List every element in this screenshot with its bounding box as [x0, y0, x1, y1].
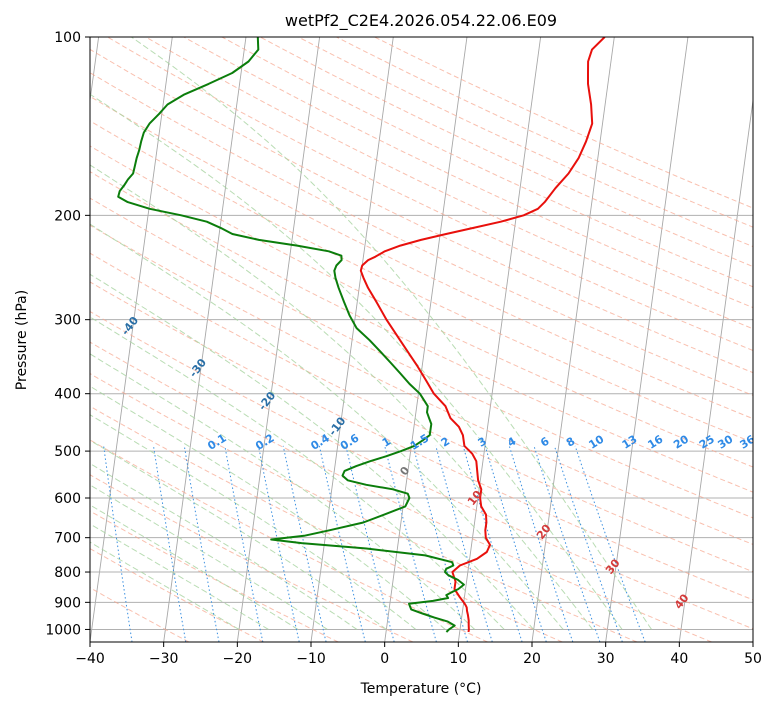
- isotherm-line: [678, 97, 753, 642]
- y-tick-label: 1000: [45, 622, 81, 638]
- isotherm-line: [457, 37, 542, 642]
- x-tick-label: 10: [449, 651, 467, 667]
- moist-adiabat-line: [90, 385, 446, 630]
- y-tick-label: 800: [54, 565, 81, 581]
- dry-adiabat-line: [90, 281, 753, 601]
- dry-adiabat-line: [90, 224, 753, 545]
- dry-adiabat-line: [90, 197, 753, 519]
- y-tick-label: 900: [54, 595, 81, 611]
- dry-adiabat-line: [90, 95, 753, 420]
- moist-adiabat-line: [90, 93, 623, 630]
- chart-title: wetPf2_C2E4.2026.054.22.06.E09: [285, 11, 557, 31]
- background-grid: [90, 37, 753, 642]
- x-tick-label: 0: [380, 651, 389, 667]
- mixing-ratio-line: [224, 445, 264, 642]
- moist-adiabat-line: [90, 484, 328, 630]
- dry-adiabat-line: [90, 310, 753, 630]
- dry-adiabat-line: [183, 37, 753, 309]
- y-tick-label: 600: [54, 491, 81, 507]
- isotherm-line: [163, 37, 247, 642]
- mixing-ratio-line: [462, 445, 523, 642]
- x-axis-label: Temperature (°C): [360, 681, 482, 697]
- temperature-line: [359, 37, 606, 633]
- mixing-ratio-line: [533, 445, 601, 642]
- y-tick-label: 300: [54, 313, 81, 329]
- dry-adiabat-line: [90, 405, 563, 642]
- dewpoint-line: [117, 37, 465, 633]
- dry-adiabat-line: [90, 72, 753, 396]
- mixing-ratio-line: [258, 445, 300, 642]
- x-tick-label: 50: [744, 651, 762, 667]
- x-tick-label: −10: [296, 651, 326, 667]
- isotherm-line: [90, 37, 173, 642]
- dry-adiabat-line: [90, 548, 264, 642]
- moist-adiabat-line: [90, 439, 387, 630]
- dry-adiabat-line: [107, 37, 753, 352]
- moist-adiabat-line: [90, 316, 505, 630]
- mixing-ratio-line: [103, 445, 133, 642]
- mixing-ratio-line: [508, 445, 574, 642]
- mixing-ratio-line: [412, 445, 468, 642]
- moist-adiabat-line: [90, 223, 564, 630]
- moist-adiabat-line: [90, 462, 358, 630]
- y-tick-label: 400: [54, 387, 81, 403]
- x-tick-label: −20: [223, 651, 253, 667]
- dry-adiabat-line: [145, 37, 753, 330]
- isotherm-line: [236, 37, 321, 642]
- isotherm-line: [605, 37, 689, 642]
- mixing-ratio-line: [183, 445, 220, 642]
- x-tick-label: −30: [149, 651, 179, 667]
- mixing-ratio-line: [553, 445, 623, 642]
- isotherm-line: [384, 37, 468, 642]
- dry-adiabat-line: [90, 439, 488, 642]
- mixing-ratio-line: [484, 445, 547, 642]
- plot-frame: [89, 36, 754, 643]
- moist-adiabat-line: [90, 523, 269, 630]
- mixing-ratio-line: [574, 445, 646, 642]
- mixing-ratio-line: [153, 445, 187, 642]
- x-tick-label: 30: [597, 651, 615, 667]
- y-tick-label: 200: [54, 208, 81, 224]
- moist-adiabat-line: [90, 541, 240, 630]
- mixing-ratio-label: 36: [738, 432, 758, 451]
- dry-adiabat-line: [90, 252, 753, 573]
- moist-adiabat-line: [90, 273, 535, 630]
- moist-adiabat-line: [90, 353, 476, 630]
- mixing-ratio-line: [282, 445, 327, 642]
- mixing-ratio-line: [435, 445, 493, 642]
- y-tick-label: 100: [54, 30, 81, 46]
- moist-adiabat-line: [90, 164, 593, 630]
- mixing-ratio-line: [318, 445, 366, 642]
- y-tick-label: 500: [54, 444, 81, 460]
- moist-adiabat-line: [131, 37, 652, 630]
- x-tick-label: 20: [523, 651, 541, 667]
- dry-adiabat-line: [90, 474, 414, 642]
- moist-adiabat-line: [90, 414, 417, 630]
- x-tick-label: 40: [670, 651, 688, 667]
- profile-lines: [117, 37, 606, 633]
- x-tick-label: −40: [75, 651, 105, 667]
- y-tick-label: 700: [54, 531, 81, 547]
- mixing-ratio-line: [345, 445, 395, 642]
- dry-adiabat-line: [90, 48, 753, 374]
- axes: −40 −30 −20 −10 0 10 20 30 40 50 100 200 300 400 500 60…: [45, 30, 762, 667]
- y-axis-label: Pressure (hPa): [14, 290, 30, 390]
